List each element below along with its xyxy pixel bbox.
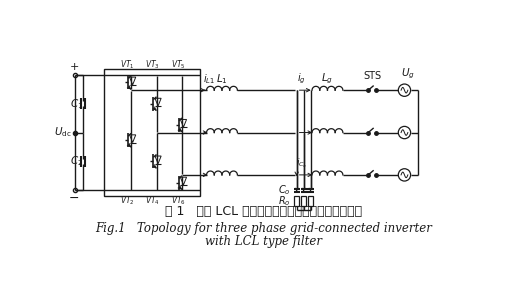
Text: $VT_3$: $VT_3$ <box>145 58 160 71</box>
Text: with LCL type filter: with LCL type filter <box>205 235 322 248</box>
Bar <box>301 197 306 206</box>
Text: $L_1$: $L_1$ <box>216 72 228 86</box>
Text: +: + <box>70 62 79 73</box>
Text: 图 1   基于 LCL 型滤波器的三相并网逆变器结构拓扑: 图 1 基于 LCL 型滤波器的三相并网逆变器结构拓扑 <box>165 205 362 218</box>
Bar <box>308 197 313 206</box>
Text: $i_{C_o}$: $i_{C_o}$ <box>296 156 307 170</box>
Text: $R_o$: $R_o$ <box>278 194 290 208</box>
Text: $U_g$: $U_g$ <box>401 67 415 81</box>
Text: $VT_6$: $VT_6$ <box>170 194 185 207</box>
Text: $i_{L1}$: $i_{L1}$ <box>203 73 215 86</box>
Text: $U_{\rm dc}$: $U_{\rm dc}$ <box>54 126 72 139</box>
Text: $VT_5$: $VT_5$ <box>170 58 185 71</box>
Text: Fig.1   Topology for three phase grid-connected inverter: Fig.1 Topology for three phase grid-conn… <box>95 222 432 235</box>
Text: $L_g$: $L_g$ <box>321 71 334 86</box>
Text: $VT_1$: $VT_1$ <box>120 58 134 71</box>
Text: −: − <box>69 192 79 205</box>
Text: $C_2$: $C_2$ <box>70 155 83 168</box>
Text: $VT_4$: $VT_4$ <box>145 194 160 207</box>
Text: $i_g$: $i_g$ <box>298 72 306 86</box>
Text: $VT_2$: $VT_2$ <box>120 194 134 207</box>
Text: STS: STS <box>363 71 381 81</box>
Bar <box>295 197 299 206</box>
Text: $C_1$: $C_1$ <box>70 97 83 111</box>
Text: $C_o$: $C_o$ <box>278 184 290 197</box>
Bar <box>104 69 200 197</box>
